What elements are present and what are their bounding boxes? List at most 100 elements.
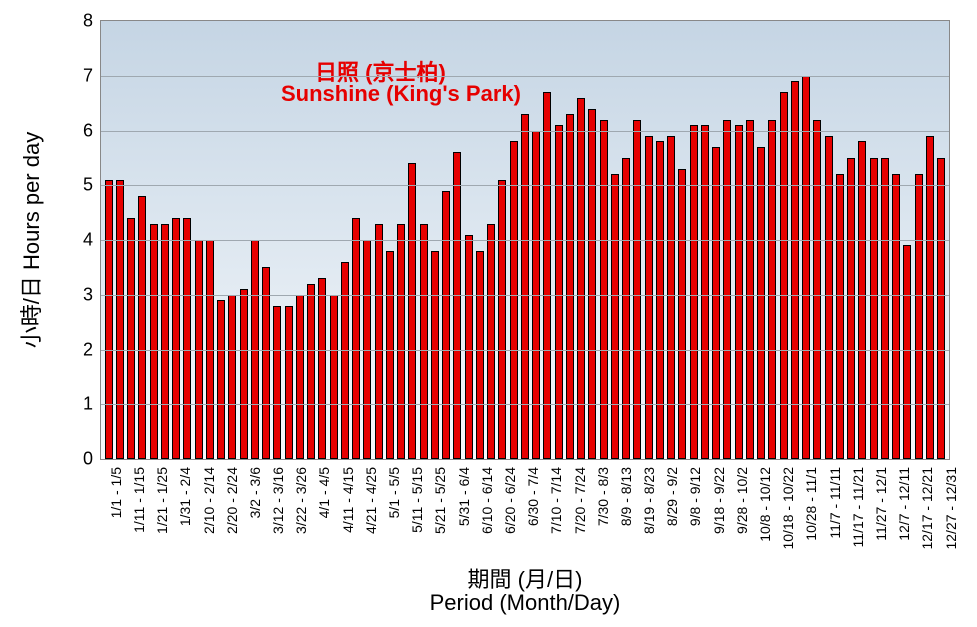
x-label-slot [485, 463, 497, 563]
gridline [101, 404, 949, 405]
x-label-slot: 12/7 - 12/11 [890, 463, 902, 563]
x-label-slot: 8/9 - 8/13 [612, 463, 624, 563]
x-label-slot [160, 463, 172, 563]
x-label-slot [693, 463, 705, 563]
x-label-slot: 11/17 - 11/21 [844, 463, 856, 563]
x-label-slot: 1/21 - 1/25 [148, 463, 160, 563]
x-axis-title-en: Period (Month/Day) [100, 590, 950, 616]
bar [813, 120, 821, 459]
bar [296, 295, 304, 459]
x-label-slot: 4/21 - 4/25 [357, 463, 369, 563]
bar [757, 147, 765, 459]
bar [273, 306, 281, 459]
gridline [101, 131, 949, 132]
bar [600, 120, 608, 459]
x-label-slot [276, 463, 288, 563]
bar [937, 158, 945, 459]
bar [161, 224, 169, 459]
bar [453, 152, 461, 459]
x-label-slot: 5/31 - 6/4 [450, 463, 462, 563]
x-label-slot: 7/30 - 8/3 [589, 463, 601, 563]
bar [712, 147, 720, 459]
y-tick-label: 1 [83, 394, 101, 415]
bar [903, 245, 911, 459]
x-label-slot [577, 463, 589, 563]
bar [870, 158, 878, 459]
y-tick-label: 8 [83, 11, 101, 32]
y-tick-label: 7 [83, 65, 101, 86]
x-label-slot: 5/21 - 5/25 [427, 463, 439, 563]
bar [127, 218, 135, 459]
y-tick-label: 5 [83, 175, 101, 196]
bar [487, 224, 495, 459]
bar [262, 267, 270, 459]
x-label-slot [670, 463, 682, 563]
bar [836, 174, 844, 459]
y-tick-label: 2 [83, 339, 101, 360]
x-label-slot [230, 463, 242, 563]
bar [228, 295, 236, 459]
bar [768, 120, 776, 459]
x-label-slot: 6/30 - 7/4 [519, 463, 531, 563]
bar [723, 120, 731, 459]
x-label-slot [809, 463, 821, 563]
x-label-slot: 12/27 - 12/31 [937, 463, 949, 563]
bar [566, 114, 574, 459]
x-label-slot: 1/11 - 1/15 [125, 463, 137, 563]
x-label-slot [624, 463, 636, 563]
bar [105, 180, 113, 459]
x-tick-label: 12/27 - 12/31 [943, 467, 959, 550]
gridline [101, 350, 949, 351]
bar [802, 76, 810, 459]
x-label-slot: 10/28 - 11/1 [798, 463, 810, 563]
bar [847, 158, 855, 459]
bar [330, 295, 338, 459]
x-label-slot [601, 463, 613, 563]
x-label-slot [832, 463, 844, 563]
bar [881, 158, 889, 459]
x-label-slot: 7/20 - 7/24 [566, 463, 578, 563]
x-label-slot: 6/10 - 6/14 [473, 463, 485, 563]
x-label-slot: 11/7 - 11/11 [821, 463, 833, 563]
x-label-slot: 1/1 - 1/5 [102, 463, 114, 563]
x-label-slot [925, 463, 937, 563]
x-label-slot [531, 463, 543, 563]
bar [656, 141, 664, 459]
y-axis-title: 小時/日 Hours per day [14, 132, 46, 348]
x-label-slot [786, 463, 798, 563]
bar [735, 125, 743, 459]
plot-area: 日照 (京士柏) Sunshine (King's Park) 01234567… [100, 20, 950, 460]
x-label-slot [461, 463, 473, 563]
bar [442, 191, 450, 459]
bar [397, 224, 405, 459]
y-tick-label: 3 [83, 284, 101, 305]
bar [138, 196, 146, 459]
x-label-slot [508, 463, 520, 563]
bar [633, 120, 641, 459]
bar [611, 174, 619, 459]
x-label-slot [856, 463, 868, 563]
x-label-slot [137, 463, 149, 563]
y-tick-label: 4 [83, 230, 101, 251]
bar [465, 235, 473, 459]
x-label-slot: 12/17 - 12/21 [914, 463, 926, 563]
x-label-slot: 9/28 - 10/2 [728, 463, 740, 563]
bar [386, 251, 394, 459]
x-label-slot [369, 463, 381, 563]
x-label-slot [902, 463, 914, 563]
x-label-slot: 10/8 - 10/12 [751, 463, 763, 563]
bar [588, 109, 596, 459]
gridline [101, 76, 949, 77]
chart-container: 日照 (京士柏) Sunshine (King's Park) 01234567… [0, 0, 977, 627]
bar [150, 224, 158, 459]
bar [240, 289, 248, 459]
bar [307, 284, 315, 459]
x-label-slot [299, 463, 311, 563]
bar [172, 218, 180, 459]
x-label-slot: 6/20 - 6/24 [496, 463, 508, 563]
x-label-slot: 5/1 - 5/5 [380, 463, 392, 563]
x-label-slot [716, 463, 728, 563]
x-label-slot: 3/22 - 3/26 [288, 463, 300, 563]
y-tick-label: 0 [83, 449, 101, 470]
x-label-slot: 4/11 - 4/15 [334, 463, 346, 563]
